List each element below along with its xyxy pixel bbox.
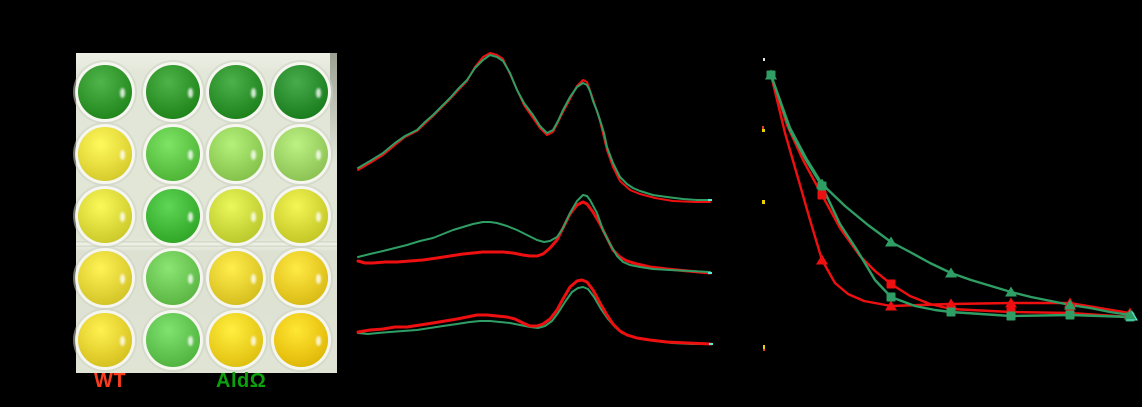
well-highlight bbox=[316, 87, 321, 98]
spectrum2-ald-line bbox=[357, 194, 711, 273]
well-highlight bbox=[120, 87, 125, 98]
plate-well-r2c4 bbox=[274, 127, 328, 181]
decay-wt-triangle-marker-4 bbox=[1005, 297, 1017, 308]
plate-well-r5c3 bbox=[209, 313, 263, 367]
decay-ald-square-marker-5 bbox=[1065, 310, 1075, 320]
plate-well-r5c1 bbox=[78, 313, 132, 367]
well-highlight bbox=[188, 87, 193, 98]
decay-ald-square-marker-0 bbox=[766, 70, 776, 80]
well-highlight bbox=[188, 211, 193, 222]
artifact-0 bbox=[763, 58, 765, 61]
well-highlight bbox=[251, 149, 256, 160]
artifact-7 bbox=[708, 272, 712, 274]
artifact-8 bbox=[709, 343, 713, 345]
well-highlight bbox=[316, 273, 321, 284]
well-highlight bbox=[188, 335, 193, 346]
decay-ald-triangle-marker-3 bbox=[945, 267, 957, 278]
well-highlight bbox=[120, 149, 125, 160]
decay-wt-square-line bbox=[769, 73, 1132, 319]
decay-wt-triangle-marker-1 bbox=[816, 254, 828, 265]
well-highlight bbox=[120, 211, 125, 222]
decay-wt-square-marker-1 bbox=[817, 190, 827, 200]
plate-edge-shadow bbox=[330, 53, 337, 163]
plate-well-r1c4 bbox=[274, 65, 328, 119]
decay-ald-triangle-marker-4 bbox=[1005, 286, 1017, 297]
plate-well-r4c4 bbox=[274, 251, 328, 305]
plate-well-r1c1 bbox=[78, 65, 132, 119]
decay-ald-triangle-marker-5 bbox=[1064, 299, 1076, 310]
label-wt: WT bbox=[94, 370, 127, 392]
artifact-1 bbox=[762, 126, 764, 129]
spectrum3-ald-line bbox=[357, 286, 712, 345]
well-highlight bbox=[120, 273, 125, 284]
plate-well-r3c1 bbox=[78, 189, 132, 243]
plate-seam bbox=[76, 241, 337, 247]
spectrum2-wt-line bbox=[356, 200, 712, 275]
plate-well-r4c3 bbox=[209, 251, 263, 305]
spectrum1-wt-line bbox=[357, 52, 711, 203]
decay-wt-triangle-line bbox=[769, 73, 1132, 315]
well-highlight bbox=[316, 149, 321, 160]
plate-well-r3c2 bbox=[146, 189, 200, 243]
well-highlight bbox=[316, 335, 321, 346]
decay-wt-square-marker-2 bbox=[886, 279, 896, 289]
decay-wt-triangle-marker-2 bbox=[885, 300, 897, 311]
well-highlight bbox=[188, 273, 193, 284]
well-highlight bbox=[316, 211, 321, 222]
decay-ald-square-marker-4 bbox=[1006, 311, 1016, 321]
plate-well-r4c1 bbox=[78, 251, 132, 305]
decay-ald-square-line bbox=[769, 73, 1132, 319]
well-plate-photo bbox=[76, 53, 337, 373]
well-highlight bbox=[251, 87, 256, 98]
plate-well-r1c2 bbox=[146, 65, 200, 119]
plate-well-r2c2 bbox=[146, 127, 200, 181]
plate-well-r1c3 bbox=[209, 65, 263, 119]
artifact-5 bbox=[763, 349, 765, 351]
artifact-10 bbox=[1124, 309, 1136, 320]
decay-ald-square-marker-1 bbox=[817, 181, 827, 191]
plate-well-r3c3 bbox=[209, 189, 263, 243]
artifact-4 bbox=[763, 345, 765, 349]
well-highlight bbox=[251, 273, 256, 284]
plate-well-r5c2 bbox=[146, 313, 200, 367]
well-highlight bbox=[251, 211, 256, 222]
spectrum3-wt-line bbox=[356, 278, 713, 346]
artifact-6 bbox=[708, 199, 712, 201]
plate-well-r2c3 bbox=[209, 127, 263, 181]
well-highlight bbox=[251, 335, 256, 346]
decay-ald-square-marker-3 bbox=[946, 307, 956, 317]
well-highlight bbox=[120, 335, 125, 346]
spectrum1-ald-line bbox=[357, 54, 711, 201]
decay-ald-square-marker-2 bbox=[886, 292, 896, 302]
plate-well-r2c1 bbox=[78, 127, 132, 181]
artifact-3 bbox=[762, 200, 765, 204]
plate-well-r5c4 bbox=[274, 313, 328, 367]
artifact-2 bbox=[762, 129, 765, 132]
well-highlight bbox=[188, 149, 193, 160]
label-ald-omega: AldΩ bbox=[216, 370, 267, 392]
plate-well-r4c2 bbox=[146, 251, 200, 305]
plate-well-r3c4 bbox=[274, 189, 328, 243]
decay-ald-triangle-marker-2 bbox=[885, 236, 897, 247]
